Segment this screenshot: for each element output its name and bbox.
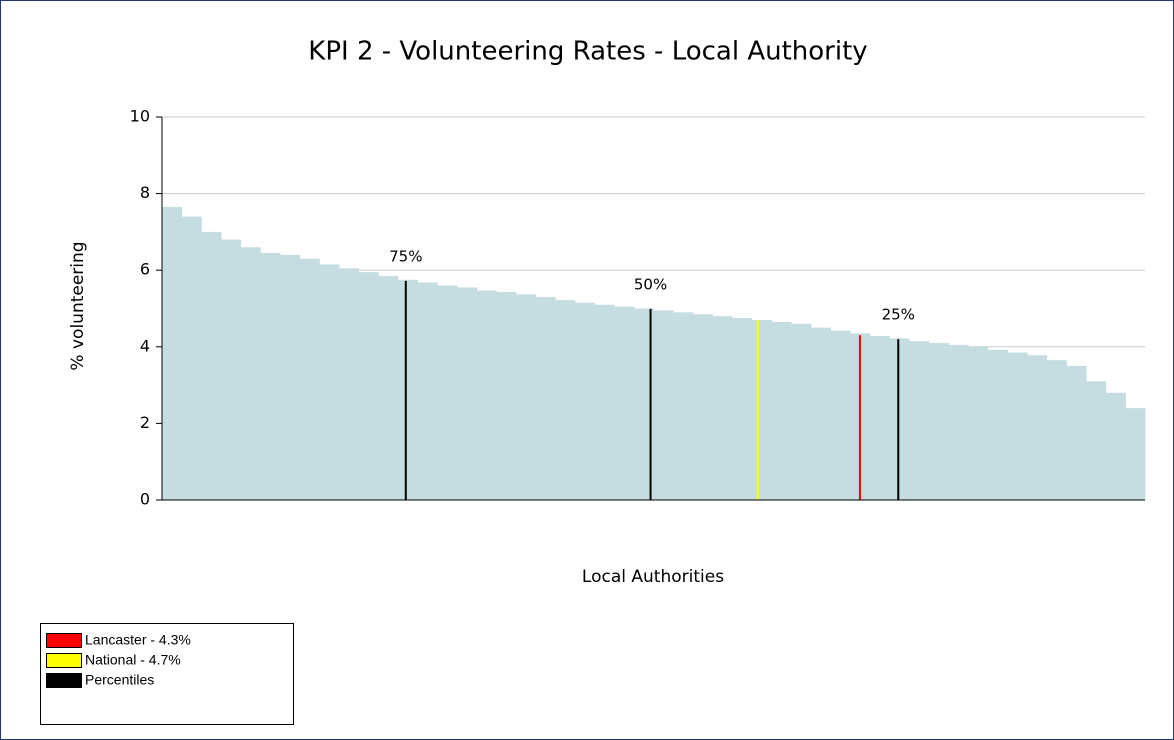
bar bbox=[220, 239, 242, 500]
bar bbox=[1027, 355, 1048, 500]
bar bbox=[1007, 352, 1028, 500]
chart-title: KPI 2 - Volunteering Rates - Local Autho… bbox=[308, 37, 867, 67]
bar bbox=[279, 254, 301, 500]
bar bbox=[1086, 381, 1107, 500]
legend-label: National - 4.7% bbox=[85, 652, 181, 668]
legend-box bbox=[40, 623, 294, 725]
bar bbox=[476, 290, 497, 500]
y-tick-label: 2 bbox=[140, 413, 150, 432]
bar bbox=[1105, 392, 1126, 500]
bar bbox=[948, 344, 969, 500]
reference-label: 75% bbox=[389, 247, 422, 265]
reference-label: 50% bbox=[634, 275, 667, 293]
y-tick-label: 0 bbox=[140, 490, 150, 509]
bar bbox=[1125, 408, 1146, 500]
bar bbox=[456, 287, 478, 500]
bar bbox=[614, 306, 635, 500]
bar bbox=[358, 272, 379, 500]
bar bbox=[574, 302, 596, 500]
bar bbox=[653, 310, 674, 500]
bar bbox=[968, 346, 989, 500]
bar bbox=[1046, 360, 1067, 500]
legend-label: Percentiles bbox=[85, 672, 154, 688]
bar bbox=[319, 264, 340, 500]
bar bbox=[594, 304, 615, 500]
y-tick-label: 10 bbox=[130, 107, 150, 126]
bar bbox=[751, 319, 772, 500]
y-axis-label: % volunteering bbox=[68, 241, 88, 370]
bar bbox=[771, 321, 792, 500]
legend-swatch bbox=[46, 633, 82, 648]
bar bbox=[437, 285, 458, 500]
bar bbox=[299, 258, 320, 500]
bar bbox=[673, 312, 694, 500]
y-tick-label: 4 bbox=[140, 336, 150, 355]
bar bbox=[889, 338, 910, 500]
bar bbox=[417, 282, 438, 500]
bar bbox=[260, 252, 281, 500]
legend-swatch bbox=[46, 673, 82, 688]
bar bbox=[712, 316, 733, 500]
bar bbox=[181, 216, 202, 500]
reference-label: 25% bbox=[882, 306, 915, 324]
legend-label: Lancaster - 4.3% bbox=[85, 632, 191, 648]
bar bbox=[633, 308, 654, 500]
bar bbox=[869, 336, 890, 500]
bar bbox=[830, 330, 851, 500]
bar bbox=[732, 318, 753, 500]
bar bbox=[791, 323, 812, 500]
bar bbox=[496, 292, 517, 500]
bar bbox=[535, 297, 556, 500]
bar bbox=[240, 247, 261, 500]
x-axis-label: Local Authorities bbox=[582, 567, 724, 587]
bar bbox=[1066, 365, 1087, 500]
legend-swatch bbox=[46, 653, 82, 668]
bar bbox=[515, 294, 537, 500]
bar bbox=[692, 314, 713, 500]
bar bbox=[201, 231, 222, 500]
bar bbox=[338, 268, 360, 500]
bar bbox=[909, 341, 930, 500]
bar bbox=[928, 342, 949, 500]
bar bbox=[555, 300, 576, 500]
bar bbox=[378, 275, 399, 500]
bar bbox=[162, 207, 183, 500]
y-tick-label: 6 bbox=[140, 260, 150, 279]
y-tick-label: 8 bbox=[140, 183, 150, 202]
bar bbox=[397, 279, 419, 500]
bar bbox=[987, 349, 1008, 500]
bar bbox=[810, 327, 831, 500]
